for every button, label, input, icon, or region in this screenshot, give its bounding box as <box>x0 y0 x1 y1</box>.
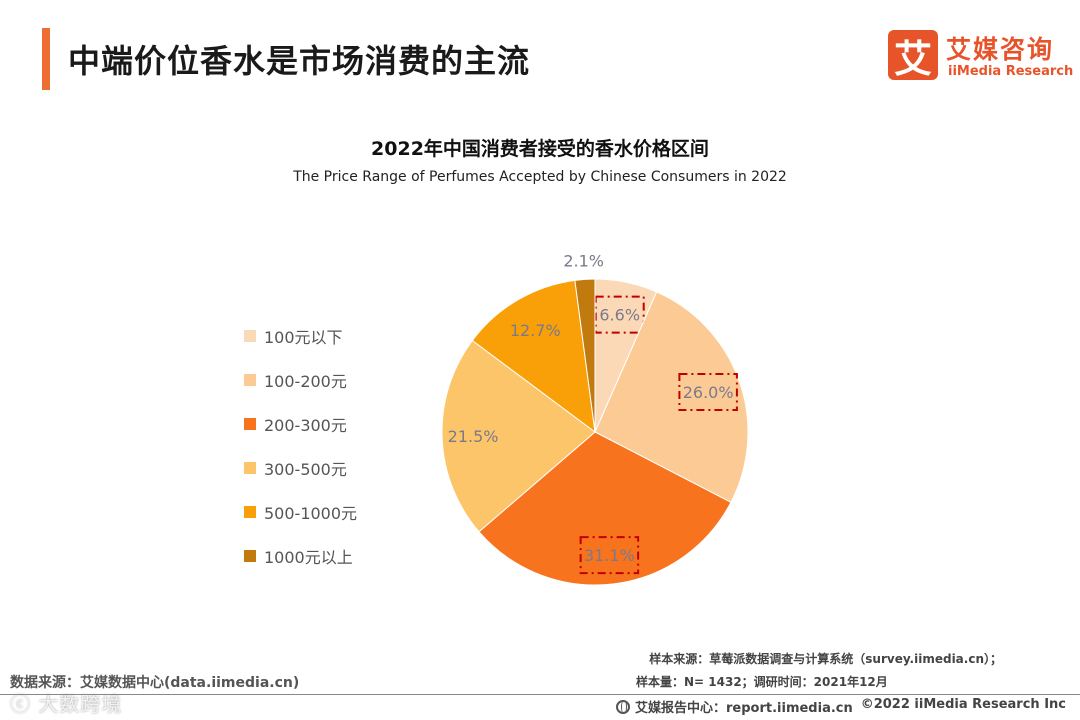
pie-slice <box>441 339 596 533</box>
legend-item: 300-500元 <box>244 446 357 490</box>
chart-legend: 100元以下 100-200元 200-300元 300-500元 500-1000元 1… <box>244 314 357 578</box>
copyright: ©2022 iiMedia Research Inc <box>860 697 1066 712</box>
title-accent-bar <box>42 28 50 90</box>
highlight-box <box>579 536 640 575</box>
chart-subtitle: The Price Range of Perfumes Accepted by … <box>293 169 787 185</box>
legend-item: 100元以下 <box>244 314 357 358</box>
legend-item: 1000元以上 <box>244 534 357 578</box>
legend-swatch <box>244 330 256 342</box>
slice-label: 6.6% <box>599 306 640 325</box>
pie-slice <box>471 279 596 434</box>
chart-title: 2022年中国消费者接受的香水价格区间 <box>371 138 709 160</box>
slice-label: 31.1% <box>584 546 635 565</box>
iimedia-logo[interactable]: 艾 艾媒咨询 iiMedia Research <box>888 30 1073 84</box>
logo-en-text: iiMedia Research <box>948 64 1074 79</box>
pie-slice <box>478 431 732 586</box>
pie-slice <box>574 278 596 433</box>
legend-swatch <box>244 418 256 430</box>
legend-swatch <box>244 506 256 518</box>
slice-label: 21.5% <box>448 427 499 446</box>
legend-label: 300-500元 <box>264 460 347 479</box>
pie-slice <box>594 291 749 503</box>
sample-size: 样本量：N= 1432；调研时间：2021年12月 <box>636 675 888 689</box>
legend-swatch <box>244 550 256 562</box>
report-center-text: 艾媒报告中心：report.iimedia.cn <box>635 701 853 716</box>
legend-label: 100元以下 <box>264 328 343 347</box>
legend-label: 1000元以上 <box>264 548 353 567</box>
legend-label: 500-1000元 <box>264 504 358 523</box>
legend-item: 200-300元 <box>244 402 357 446</box>
legend-swatch <box>244 462 256 474</box>
report-center-link[interactable]: 艾媒报告中心：report.iimedia.cn <box>616 697 853 716</box>
logo-cn-text: 艾媒咨询 <box>946 35 1055 64</box>
legend-item: 100-200元 <box>244 358 357 402</box>
legend-swatch <box>244 374 256 386</box>
globe-icon <box>616 699 630 714</box>
data-source: 数据来源：艾媒数据中心(data.iimedia.cn) <box>10 675 300 691</box>
watermark: ⓒ 大数跨境 <box>10 692 123 716</box>
legend-label: 200-300元 <box>264 416 347 435</box>
legend-label: 100-200元 <box>264 372 347 391</box>
slice-label: 2.1% <box>563 251 604 270</box>
slice-label: 26.0% <box>683 383 734 402</box>
highlight-box <box>594 295 645 334</box>
footer-divider <box>0 694 1080 695</box>
sample-source: 样本来源：草莓派数据调查与计算系统（survey.iimedia.cn）； <box>649 652 1002 666</box>
slice-label: 12.7% <box>510 321 561 340</box>
highlight-box <box>678 373 738 412</box>
logo-mark-icon: 艾 <box>888 30 938 81</box>
page-title: 中端价位香水是市场消费的主流 <box>68 42 531 80</box>
legend-item: 500-1000元 <box>244 490 357 534</box>
